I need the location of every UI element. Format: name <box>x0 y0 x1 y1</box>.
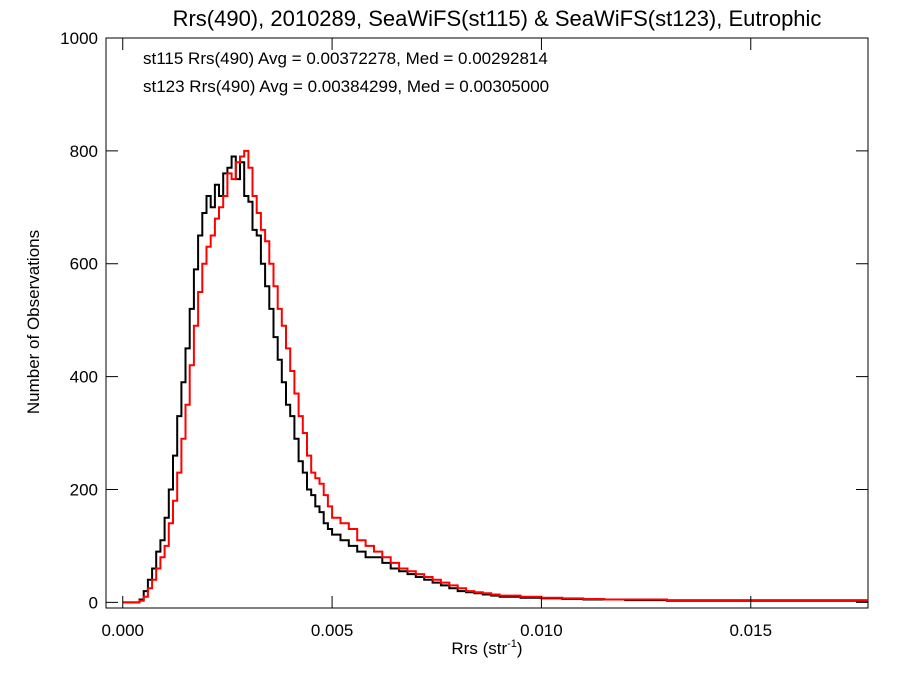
y-tick-label: 200 <box>70 480 98 499</box>
plot-area <box>105 37 869 609</box>
y-tick-label: 1000 <box>60 29 98 48</box>
chart-title: Rrs(490), 2010289, SeaWiFS(st115) & SeaW… <box>173 6 822 31</box>
legend-entry-st115: st115 Rrs(490) Avg = 0.00372278, Med = 0… <box>143 49 548 68</box>
x-tick-label: 0.000 <box>101 621 144 640</box>
series-line-st123 <box>122 149 868 604</box>
y-tick-label: 400 <box>70 368 98 387</box>
x-tick-label: 0.010 <box>520 621 563 640</box>
y-tick-label: 600 <box>70 255 98 274</box>
series-layer <box>122 149 868 604</box>
x-axis-label-close: ) <box>517 639 523 658</box>
y-tick-label: 800 <box>70 142 98 161</box>
x-tick-label: 0.015 <box>729 621 772 640</box>
y-tick-label: 0 <box>89 593 98 612</box>
x-axis-label-base: Rrs (str <box>451 639 507 658</box>
plot-border <box>105 37 869 609</box>
x-tick-label: 0.005 <box>311 621 354 640</box>
x-axis-label-superscript: -1 <box>507 638 517 650</box>
axis-layer: 0.000 0.005 0.010 0.015 0 200 400 600 800 1000 <box>60 29 868 640</box>
x-axis-label: Rrs (str-1) <box>451 638 522 658</box>
legend-entry-st123: st123 Rrs(490) Avg = 0.00384299, Med = 0… <box>143 77 549 96</box>
y-axis-label: Number of Observations <box>24 230 43 414</box>
